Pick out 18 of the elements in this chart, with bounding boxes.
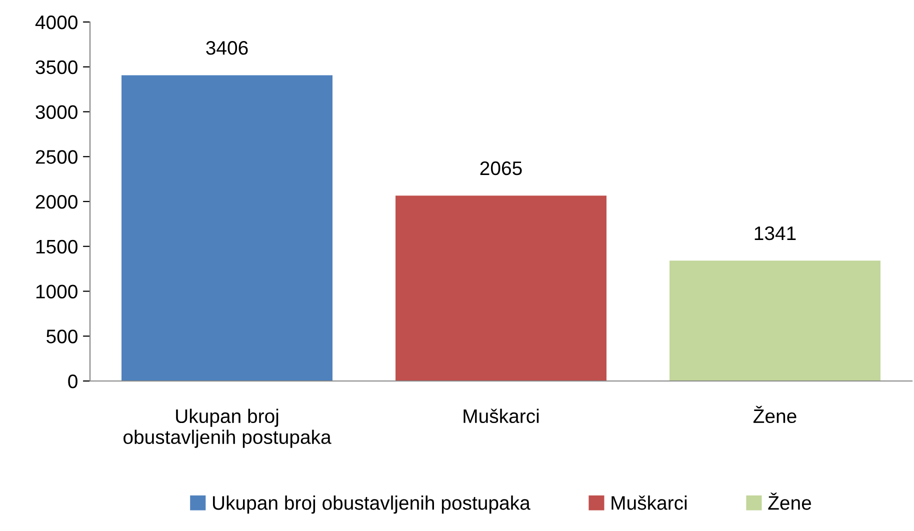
y-tick-label: 2500 — [36, 150, 78, 164]
data-label: 1341 — [754, 226, 796, 240]
data-label: 2065 — [480, 161, 522, 176]
y-tick-label: 2000 — [36, 194, 78, 209]
data-label: 3406 — [206, 41, 248, 55]
legend-label: Žene — [768, 492, 812, 510]
y-tick-label: 3500 — [36, 60, 78, 74]
x-tick-label: Ukupan broj obustavljenih postupaka — [124, 408, 332, 448]
y-tick-label: 3000 — [36, 105, 78, 119]
x-tick-label: Žene — [753, 406, 796, 424]
legend-label: Muškarci — [612, 495, 687, 510]
y-tick-label: 1500 — [36, 240, 78, 254]
y-tick-label: 500 — [46, 330, 78, 344]
legend-label: Ukupan broj obustavljenih postupaka — [212, 496, 530, 514]
y-tick-label: 0 — [68, 374, 78, 388]
y-tick-label: 4000 — [35, 15, 78, 30]
x-tick-label: Muškarci — [464, 408, 539, 424]
y-tick-label: 1000 — [36, 284, 78, 298]
